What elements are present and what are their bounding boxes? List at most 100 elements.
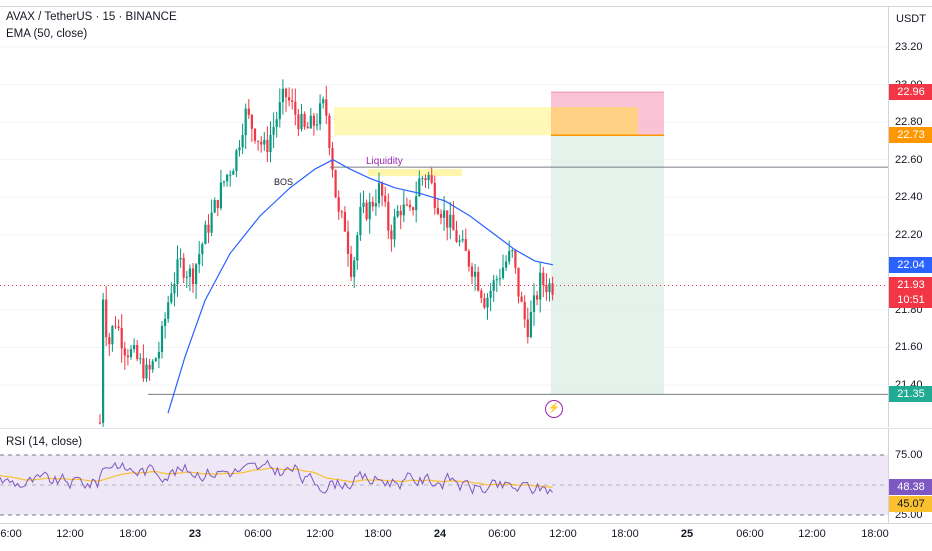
- bearish-candle: [551, 276, 554, 301]
- bar-countdown-tag: 10:51: [889, 292, 932, 309]
- bearish-candle: [136, 340, 139, 362]
- bearish-candle: [371, 196, 374, 212]
- time-tick-label: 06:00: [0, 528, 22, 540]
- bearish-candle: [480, 288, 483, 304]
- bullish-candle: [167, 295, 170, 323]
- bearish-candle: [470, 262, 474, 285]
- bearish-candle: [387, 193, 390, 240]
- bullish-candle: [272, 112, 275, 149]
- bearish-candle: [284, 87, 288, 112]
- bearish-candle: [294, 88, 297, 126]
- bullish-candle: [421, 175, 424, 186]
- bearish-candle: [390, 224, 393, 252]
- bearish-candle: [123, 341, 126, 370]
- rsi-value-tag: 48.38: [889, 478, 932, 495]
- price-tick-label: 22.40: [895, 191, 923, 204]
- bearish-candle: [297, 109, 300, 137]
- symbol-legend[interactable]: AVAX / TetherUS · 15 · BINANCE: [6, 11, 177, 23]
- bearish-candle: [430, 167, 433, 185]
- bullish-candle: [263, 131, 266, 151]
- bearish-candle: [303, 111, 306, 130]
- rsi-chart[interactable]: [0, 429, 888, 523]
- bullish-candle: [539, 262, 542, 313]
- bearish-candle: [306, 122, 309, 129]
- ema-legend[interactable]: EMA (50, close): [6, 28, 88, 40]
- bullish-candle: [201, 242, 204, 267]
- currency-label[interactable]: USDT: [896, 13, 926, 25]
- bearish-candle: [291, 88, 294, 110]
- bearish-candle: [514, 249, 517, 274]
- price-scale[interactable]: USDT 23.2023.0022.8022.6022.4022.2021.80…: [888, 7, 932, 427]
- bearish-candle: [467, 249, 470, 272]
- rsi-scale[interactable]: 75.00 25.00 48.38 45.07: [888, 428, 932, 523]
- bullish-candle: [111, 325, 114, 352]
- bearish-candle: [526, 307, 529, 344]
- bearish-candle: [98, 414, 102, 425]
- bearish-candle: [477, 266, 480, 292]
- lightning-icon[interactable]: ⚡: [545, 400, 563, 418]
- bullish-candle: [213, 197, 216, 214]
- bullish-candle: [179, 248, 182, 268]
- bearish-candle: [105, 286, 108, 347]
- bearish-candle: [312, 112, 315, 136]
- bearish-candle: [455, 220, 458, 243]
- liquidity-label: Liquidity: [366, 156, 403, 167]
- bearish-candle: [328, 113, 331, 156]
- candlestick-chart[interactable]: [0, 7, 888, 427]
- bearish-candle: [288, 87, 291, 107]
- bullish-candle: [359, 192, 362, 241]
- bearish-candle: [439, 209, 443, 225]
- time-tick-label: 18:00: [861, 528, 889, 540]
- bullish-candle: [133, 338, 136, 353]
- window-top-border: [0, 0, 932, 7]
- time-tick-label: 12:00: [56, 528, 84, 540]
- bos-label: BOS: [274, 177, 294, 187]
- bearish-candle: [520, 291, 523, 303]
- bearish-candle: [260, 136, 263, 153]
- bullish-candle: [198, 241, 201, 274]
- bullish-candle: [508, 240, 511, 265]
- bearish-candle: [446, 210, 449, 241]
- take-profit-zone: [551, 135, 664, 395]
- time-scale[interactable]: 06:00 12:00 18:00 23 06:00 12:00 18:00 24 06:00 1…: [0, 523, 932, 551]
- bullish-candle: [461, 230, 464, 243]
- bullish-candle: [222, 180, 226, 187]
- bullish-candle: [170, 282, 173, 305]
- bullish-candle: [164, 312, 167, 339]
- bullish-candle: [415, 181, 418, 223]
- bullish-candle: [154, 357, 157, 362]
- bearish-candle: [108, 332, 111, 356]
- bullish-candle: [204, 220, 207, 245]
- bullish-candle: [309, 107, 312, 129]
- bearish-candle: [542, 266, 545, 298]
- bullish-candle: [232, 168, 235, 175]
- bearish-candle: [545, 273, 548, 301]
- bullish-candle: [393, 208, 396, 248]
- bearish-candle: [405, 197, 408, 207]
- bullish-candle: [219, 169, 222, 211]
- bullish-candle: [145, 357, 148, 382]
- rsi-legend[interactable]: RSI (14, close): [6, 436, 83, 448]
- bullish-candle: [356, 231, 359, 270]
- bearish-candle: [517, 267, 520, 304]
- target-price-tag: 21.35: [889, 386, 932, 403]
- bullish-candle: [402, 190, 405, 223]
- rsi-pane[interactable]: RSI (14, close): [0, 428, 888, 523]
- bearish-candle: [483, 293, 486, 310]
- time-tick-label: 23: [188, 528, 202, 540]
- bearish-candle: [114, 316, 117, 330]
- bullish-candle: [229, 170, 232, 187]
- bearish-candle: [142, 344, 145, 383]
- rsi-tick-label: 25.00: [895, 509, 923, 521]
- bearish-candle: [253, 127, 257, 144]
- bullish-candle: [458, 234, 461, 247]
- bullish-candle: [244, 103, 247, 150]
- bearish-candle: [247, 99, 250, 119]
- time-tick-label: 12:00: [306, 528, 334, 540]
- bearish-candle: [340, 209, 343, 219]
- bearish-candle: [350, 245, 353, 282]
- bearish-candle: [436, 198, 439, 216]
- bearish-candle: [365, 199, 368, 222]
- main-chart-pane[interactable]: AVAX / TetherUS · 15 · BINANCE EMA (50, …: [0, 7, 888, 427]
- bullish-candle: [368, 193, 371, 234]
